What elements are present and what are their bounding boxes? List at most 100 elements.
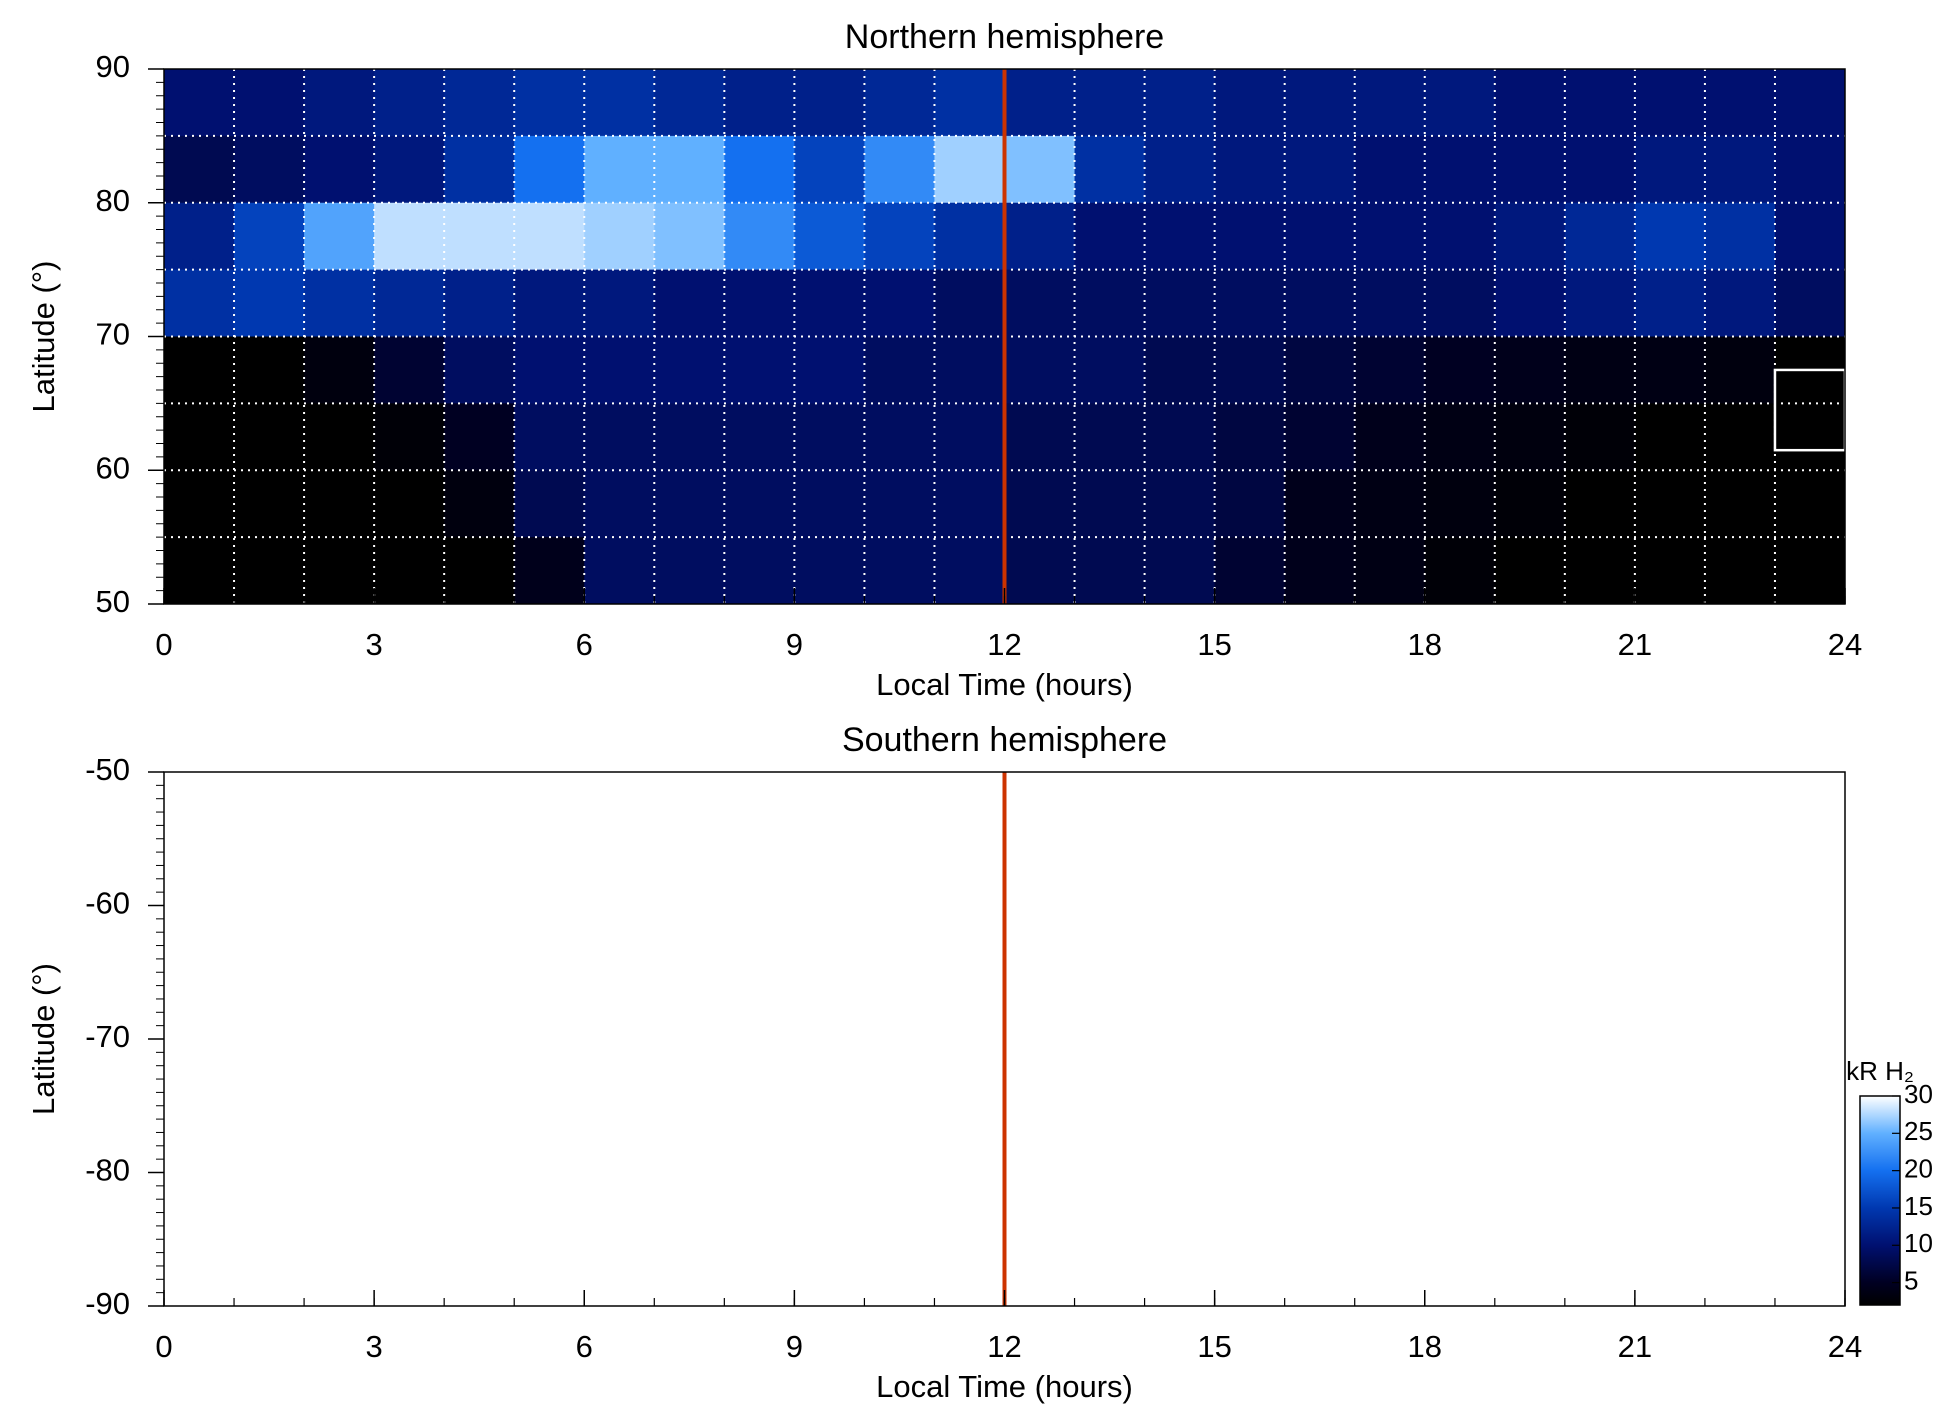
- heat-cell: [164, 69, 235, 137]
- heat-cell: [1214, 403, 1286, 471]
- heat-cell: [164, 403, 235, 471]
- heat-cell: [1284, 69, 1356, 137]
- heat-cell: [1494, 269, 1566, 337]
- heat-cell: [794, 403, 865, 471]
- heat-cell: [514, 135, 585, 204]
- heat-cell: [304, 202, 375, 271]
- heat-cell: [1074, 336, 1146, 404]
- heat-cell: [304, 269, 375, 337]
- x-tick-label: 3: [366, 1329, 383, 1364]
- heat-cell: [1704, 69, 1776, 137]
- heat-cell: [1564, 336, 1636, 404]
- heat-cell: [724, 403, 795, 471]
- heat-cell: [864, 69, 935, 137]
- heat-cell: [1144, 202, 1216, 271]
- heat-cell: [1004, 269, 1076, 337]
- heat-cell: [514, 336, 585, 404]
- heat-cell: [444, 69, 515, 137]
- heat-cell: [1004, 537, 1076, 605]
- colorbar-tick-label: 15: [1904, 1191, 1933, 1221]
- heat-cell: [1004, 69, 1076, 137]
- heat-cell: [1634, 135, 1706, 204]
- heat-cell: [1704, 470, 1776, 538]
- heat-cell: [1424, 403, 1496, 471]
- heat-cell: [234, 336, 305, 404]
- heat-cell: [444, 336, 515, 404]
- heat-cell: [1634, 269, 1706, 337]
- heat-cell: [1004, 336, 1076, 404]
- heat-cell: [724, 135, 795, 204]
- heat-cell: [1704, 269, 1776, 337]
- x-tick-label: 21: [1618, 1329, 1652, 1364]
- heat-cell: [1564, 135, 1636, 204]
- heat-cell: [1494, 135, 1566, 204]
- heat-cell: [444, 403, 515, 471]
- heat-cell: [864, 403, 935, 471]
- x-tick-label: 21: [1618, 627, 1652, 662]
- heat-cell: [1494, 403, 1566, 471]
- heat-cell: [1634, 403, 1706, 471]
- heat-cell: [794, 269, 865, 337]
- heat-cell: [1494, 336, 1566, 404]
- heat-cell: [1564, 269, 1636, 337]
- x-tick-label: 12: [987, 1329, 1021, 1364]
- heat-cell: [234, 202, 305, 271]
- heat-cell: [934, 269, 1005, 337]
- heat-cell: [584, 336, 655, 404]
- heat-cell: [1774, 202, 1846, 271]
- heat-cell: [1144, 135, 1216, 204]
- heat-cell: [1704, 403, 1776, 471]
- heat-cell: [654, 470, 725, 538]
- heat-cell: [584, 202, 655, 271]
- heat-cell: [864, 135, 935, 204]
- heat-cell: [934, 135, 1005, 204]
- heat-cell: [1354, 69, 1426, 137]
- heat-cell: [1144, 537, 1216, 605]
- heat-cell: [1354, 135, 1426, 204]
- heat-cell: [934, 336, 1005, 404]
- heat-cell: [1144, 336, 1216, 404]
- x-tick-label: 3: [366, 627, 383, 662]
- x-tick-label: 6: [576, 1329, 593, 1364]
- heat-cell: [1354, 403, 1426, 471]
- heat-cell: [934, 69, 1005, 137]
- heat-cell: [164, 537, 235, 605]
- y-tick-label: 50: [96, 584, 130, 619]
- heat-cell: [1774, 135, 1846, 204]
- heat-cell: [1774, 470, 1846, 538]
- x-tick-label: 18: [1408, 1329, 1442, 1364]
- heat-cell: [374, 537, 445, 605]
- heat-cell: [1634, 537, 1706, 605]
- heat-cell: [1074, 202, 1146, 271]
- heat-cell: [514, 202, 585, 271]
- heat-cell: [1424, 269, 1496, 337]
- heat-cell: [1284, 336, 1356, 404]
- heat-cell: [794, 537, 865, 605]
- heat-cell: [1074, 403, 1146, 471]
- heat-cell: [1494, 202, 1566, 271]
- heat-cell: [864, 470, 935, 538]
- heat-cell: [304, 403, 375, 471]
- heat-cell: [1074, 537, 1146, 605]
- y-tick-label: -90: [85, 1286, 130, 1321]
- y-tick-label: 90: [96, 49, 130, 84]
- heat-cell: [864, 269, 935, 337]
- heat-cell: [234, 269, 305, 337]
- panel-title: Southern hemisphere: [842, 721, 1167, 759]
- heat-cell: [1074, 135, 1146, 204]
- heat-cell: [164, 202, 235, 271]
- heat-cell: [1494, 470, 1566, 538]
- y-tick-label: 60: [96, 450, 130, 485]
- heat-cell: [1284, 537, 1356, 605]
- heat-cell: [1634, 202, 1706, 271]
- x-tick-label: 24: [1828, 1329, 1862, 1364]
- heat-cell: [374, 403, 445, 471]
- y-tick-label: -70: [85, 1019, 130, 1054]
- heat-cell: [1074, 470, 1146, 538]
- heat-cell: [444, 470, 515, 538]
- heat-cell: [654, 269, 725, 337]
- heat-cell: [1074, 269, 1146, 337]
- heat-cell: [234, 135, 305, 204]
- heat-cell: [164, 269, 235, 337]
- x-tick-label: 0: [155, 1329, 172, 1364]
